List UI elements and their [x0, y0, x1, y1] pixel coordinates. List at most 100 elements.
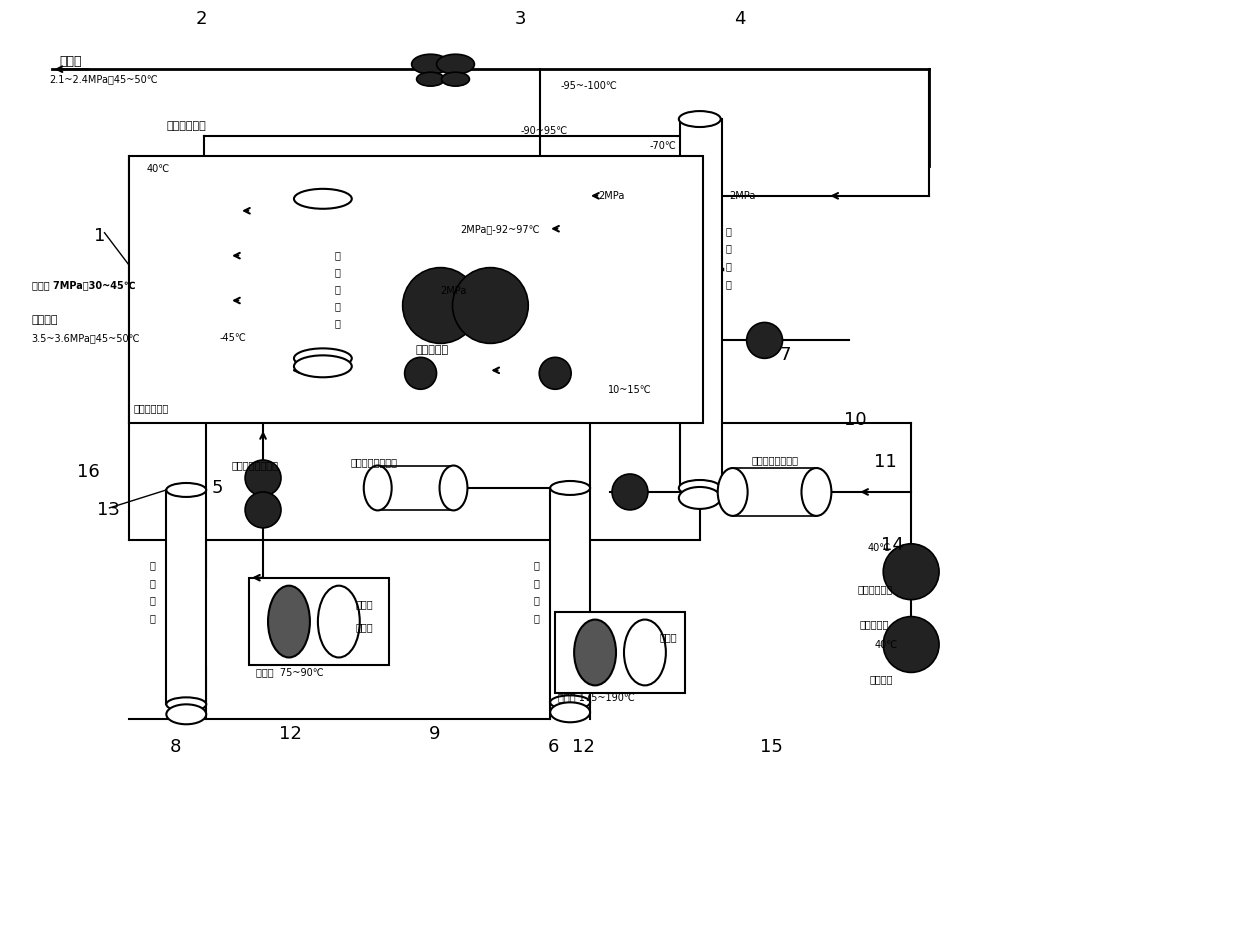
Bar: [294, 199, 352, 359]
Ellipse shape: [801, 468, 831, 515]
Text: 40℃: 40℃: [867, 543, 890, 553]
Text: 导热液  75~90℃: 导热液 75~90℃: [257, 668, 324, 677]
Bar: [129, 156, 703, 423]
Text: 12: 12: [572, 738, 595, 756]
Ellipse shape: [624, 620, 666, 686]
Text: 甲: 甲: [725, 243, 732, 254]
Text: 3: 3: [515, 10, 526, 29]
Text: 原料气 7MPa，30~45℃: 原料气 7MPa，30~45℃: [32, 281, 135, 291]
Ellipse shape: [268, 586, 310, 657]
Ellipse shape: [294, 189, 352, 209]
Text: 6: 6: [548, 738, 559, 756]
Ellipse shape: [551, 481, 590, 495]
Text: 膨胀压缩机: 膨胀压缩机: [415, 345, 449, 356]
Text: 化: 化: [533, 577, 539, 588]
Text: 导热油: 导热油: [356, 623, 373, 632]
Text: 离: 离: [335, 301, 341, 312]
Text: 9: 9: [429, 726, 440, 744]
Ellipse shape: [678, 111, 720, 127]
Text: 乙: 乙: [149, 577, 155, 588]
Text: 13: 13: [97, 501, 119, 519]
Text: 乙烷外输: 乙烷外输: [869, 674, 893, 685]
Text: -95~-100℃: -95~-100℃: [560, 81, 618, 91]
Circle shape: [403, 267, 479, 343]
Text: 外输气压缩机: 外输气压缩机: [166, 121, 206, 131]
Ellipse shape: [439, 466, 467, 511]
Text: 分: 分: [335, 284, 341, 295]
Circle shape: [404, 358, 436, 389]
Ellipse shape: [441, 72, 470, 87]
Circle shape: [883, 544, 939, 600]
Ellipse shape: [436, 54, 475, 74]
Text: 4: 4: [734, 10, 745, 29]
Text: 5: 5: [211, 479, 223, 497]
Ellipse shape: [412, 54, 449, 74]
Text: 14: 14: [882, 535, 904, 553]
Ellipse shape: [294, 356, 352, 378]
Text: -90~95℃: -90~95℃: [521, 126, 568, 136]
Text: 2.1~2.4MPa，45~50℃: 2.1~2.4MPa，45~50℃: [50, 74, 159, 84]
Ellipse shape: [294, 348, 352, 368]
Ellipse shape: [166, 705, 206, 725]
Text: 脱乙烷塔顶冷却器: 脱乙烷塔顶冷却器: [231, 460, 278, 470]
Ellipse shape: [317, 586, 360, 657]
Text: 8: 8: [170, 738, 181, 756]
Text: 去增压: 去增压: [60, 55, 82, 68]
Text: 3.5~3.6MPa，45~50℃: 3.5~3.6MPa，45~50℃: [32, 334, 140, 343]
Ellipse shape: [551, 695, 590, 709]
Ellipse shape: [417, 72, 444, 87]
Circle shape: [246, 492, 281, 528]
Text: 烷: 烷: [725, 262, 732, 272]
Text: 12: 12: [279, 726, 301, 744]
Circle shape: [453, 267, 528, 343]
Circle shape: [539, 358, 572, 389]
Ellipse shape: [166, 697, 206, 711]
Text: 烷: 烷: [149, 595, 155, 606]
Text: 多板流换热器: 多板流换热器: [134, 403, 169, 413]
Text: 11: 11: [874, 453, 897, 471]
Bar: [129, 156, 205, 390]
Text: 温: 温: [335, 267, 341, 278]
Text: 16: 16: [77, 463, 99, 481]
Text: 2: 2: [196, 10, 207, 29]
Text: 2MPa，-92~97℃: 2MPa，-92~97℃: [460, 223, 541, 234]
Text: 2MPa: 2MPa: [729, 191, 756, 201]
Text: 塔: 塔: [149, 613, 155, 624]
Text: 脱: 脱: [725, 225, 732, 236]
Text: 塔: 塔: [725, 280, 732, 289]
Text: 低: 低: [335, 251, 341, 261]
Bar: [680, 119, 722, 488]
Ellipse shape: [363, 466, 392, 511]
Circle shape: [246, 460, 281, 495]
Ellipse shape: [678, 480, 720, 495]
Circle shape: [613, 474, 649, 510]
Text: 导热油: 导热油: [660, 632, 677, 643]
Ellipse shape: [551, 703, 590, 722]
Bar: [166, 490, 206, 705]
Ellipse shape: [574, 620, 616, 686]
Text: 导热液: 导热液: [356, 600, 373, 610]
Text: 2MPa: 2MPa: [440, 285, 467, 296]
Text: 器: 器: [335, 319, 341, 328]
Text: -45℃: -45℃: [219, 334, 246, 343]
Text: 脱乙烷塔顶回流罐: 脱乙烷塔顶回流罐: [351, 457, 398, 467]
Text: 10: 10: [844, 411, 867, 429]
Circle shape: [883, 616, 939, 672]
Text: 2MPa: 2MPa: [598, 191, 625, 201]
Text: -70℃: -70℃: [650, 141, 677, 151]
Text: 气: 气: [533, 595, 539, 606]
Text: 液化气塔顶回流罐: 液化气塔顶回流罐: [751, 455, 799, 465]
Text: 40℃: 40℃: [874, 639, 898, 650]
Text: 塔: 塔: [533, 613, 539, 624]
Text: 10~15℃: 10~15℃: [608, 385, 652, 396]
Bar: [249, 577, 388, 666]
Text: 7: 7: [780, 346, 791, 364]
Text: 液: 液: [533, 560, 539, 570]
Bar: [551, 488, 590, 703]
Text: 1: 1: [93, 226, 105, 244]
Text: 去液化气储罐: 去液化气储罐: [857, 585, 893, 594]
Ellipse shape: [718, 468, 748, 515]
Ellipse shape: [678, 487, 720, 509]
Bar: [556, 611, 684, 693]
Ellipse shape: [166, 483, 206, 497]
